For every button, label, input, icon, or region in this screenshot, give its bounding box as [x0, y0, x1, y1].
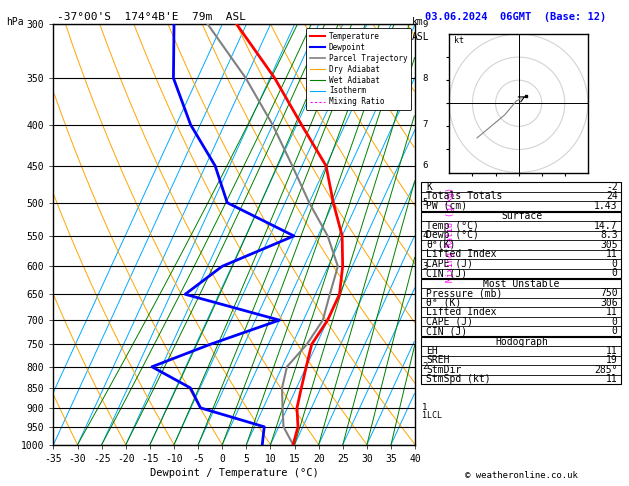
- Text: Most Unstable: Most Unstable: [483, 278, 560, 289]
- Text: ASL: ASL: [412, 32, 430, 42]
- Text: K: K: [426, 182, 432, 192]
- Text: θᵉ(K): θᵉ(K): [426, 240, 456, 250]
- Text: CAPE (J): CAPE (J): [426, 259, 474, 269]
- Text: Surface: Surface: [501, 211, 542, 222]
- Text: 7: 7: [422, 120, 428, 129]
- Text: 1: 1: [422, 403, 428, 413]
- Legend: Temperature, Dewpoint, Parcel Trajectory, Dry Adiabat, Wet Adiabat, Isotherm, Mi: Temperature, Dewpoint, Parcel Trajectory…: [306, 28, 411, 110]
- Text: 14.7: 14.7: [594, 221, 618, 231]
- Text: 305: 305: [600, 240, 618, 250]
- Text: © weatheronline.co.uk: © weatheronline.co.uk: [465, 471, 578, 480]
- Text: Dewp (°C): Dewp (°C): [426, 230, 479, 241]
- Text: CIN (J): CIN (J): [426, 326, 467, 336]
- Text: 11: 11: [606, 346, 618, 356]
- Text: 8: 8: [422, 73, 428, 83]
- Text: StmDir: StmDir: [426, 365, 462, 375]
- Text: 285°: 285°: [594, 365, 618, 375]
- Text: θᵉ (K): θᵉ (K): [426, 297, 462, 308]
- Text: 11: 11: [606, 307, 618, 317]
- Text: 4: 4: [422, 231, 428, 241]
- Text: 03.06.2024  06GMT  (Base: 12): 03.06.2024 06GMT (Base: 12): [425, 12, 606, 22]
- Text: 750: 750: [600, 288, 618, 298]
- Text: hPa: hPa: [6, 17, 24, 27]
- Text: Temp (°C): Temp (°C): [426, 221, 479, 231]
- Text: Totals Totals: Totals Totals: [426, 191, 503, 202]
- Text: CAPE (J): CAPE (J): [426, 316, 474, 327]
- Text: 0: 0: [612, 268, 618, 278]
- Text: kt: kt: [454, 36, 464, 45]
- Text: 0: 0: [612, 259, 618, 269]
- Text: Hodograph: Hodograph: [495, 336, 548, 347]
- Text: 19: 19: [606, 355, 618, 365]
- Text: 8.3: 8.3: [600, 230, 618, 241]
- Text: km: km: [412, 17, 424, 27]
- Text: 1.43: 1.43: [594, 201, 618, 211]
- Text: -37°00'S  174°4B'E  79m  ASL: -37°00'S 174°4B'E 79m ASL: [57, 12, 245, 22]
- Text: Mixing Ratio (g/kg): Mixing Ratio (g/kg): [446, 187, 455, 282]
- Text: 0: 0: [612, 326, 618, 336]
- Text: PW (cm): PW (cm): [426, 201, 467, 211]
- X-axis label: Dewpoint / Temperature (°C): Dewpoint / Temperature (°C): [150, 468, 319, 478]
- Text: EH: EH: [426, 346, 438, 356]
- Text: 0: 0: [612, 316, 618, 327]
- Text: 24: 24: [606, 191, 618, 202]
- Text: Pressure (mb): Pressure (mb): [426, 288, 503, 298]
- Text: 5: 5: [422, 198, 428, 207]
- Text: 306: 306: [600, 297, 618, 308]
- Text: 1LCL: 1LCL: [422, 411, 442, 420]
- Text: 11: 11: [606, 374, 618, 384]
- Text: 11: 11: [606, 249, 618, 260]
- Text: CIN (J): CIN (J): [426, 268, 467, 278]
- Text: 6: 6: [422, 161, 428, 171]
- Text: 3: 3: [422, 262, 428, 271]
- Text: StmSpd (kt): StmSpd (kt): [426, 374, 491, 384]
- Text: Lifted Index: Lifted Index: [426, 249, 497, 260]
- Text: -2: -2: [606, 182, 618, 192]
- Text: Lifted Index: Lifted Index: [426, 307, 497, 317]
- Text: SREH: SREH: [426, 355, 450, 365]
- Text: 9: 9: [422, 20, 428, 29]
- Text: 2: 2: [422, 362, 428, 371]
